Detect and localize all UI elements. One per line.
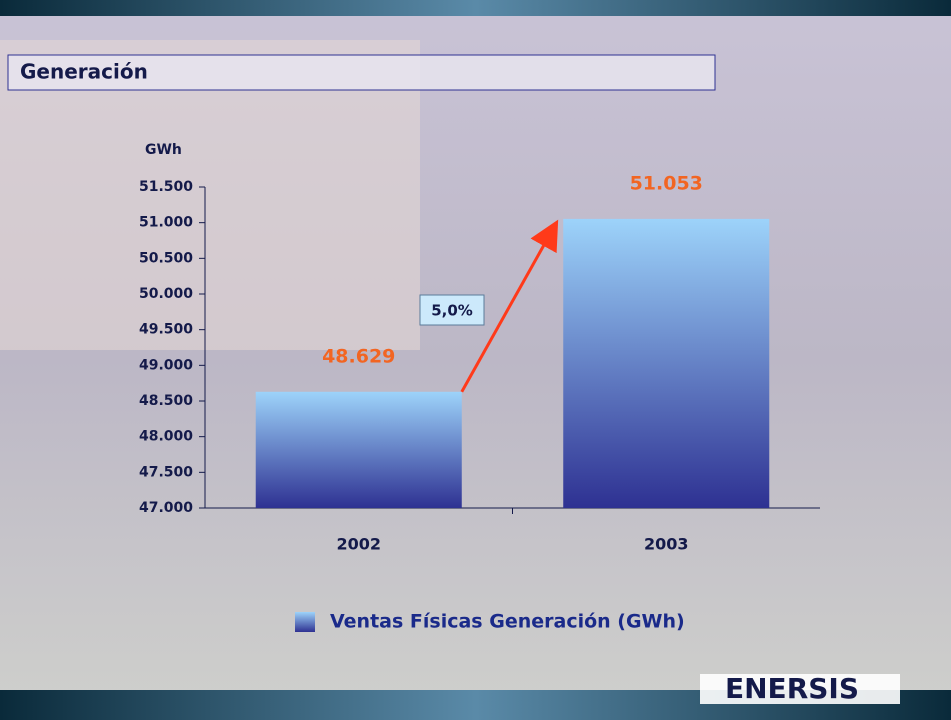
legend-swatch bbox=[295, 612, 315, 632]
chart-title: Generación bbox=[20, 60, 148, 84]
top-bar bbox=[0, 0, 951, 16]
y-tick-label: 47.000 bbox=[139, 500, 193, 516]
photo-area bbox=[0, 40, 420, 350]
logo: ENERSIS bbox=[725, 672, 859, 705]
y-tick-label: 48.500 bbox=[139, 393, 193, 409]
x-tick-label: 2003 bbox=[644, 535, 689, 554]
y-tick-label: 50.500 bbox=[139, 250, 193, 266]
y-axis-label: GWh bbox=[145, 142, 182, 158]
y-tick-label: 48.000 bbox=[139, 429, 193, 445]
growth-arrow bbox=[460, 219, 559, 393]
y-tick-label: 51.000 bbox=[139, 215, 193, 231]
annotation: 5,0% bbox=[431, 302, 473, 320]
logo-bg bbox=[700, 674, 900, 704]
value-label: 51.053 bbox=[630, 172, 703, 194]
title-box bbox=[7, 54, 716, 91]
bar bbox=[255, 391, 462, 508]
legend-label: Ventas Físicas Generación (GWh) bbox=[330, 611, 685, 633]
annotation-box bbox=[419, 294, 485, 326]
y-tick-label: 50.000 bbox=[139, 286, 193, 302]
x-tick-label: 2002 bbox=[336, 535, 381, 554]
y-tick-label: 51.500 bbox=[139, 179, 193, 195]
bar bbox=[563, 218, 770, 509]
y-tick-label: 49.000 bbox=[139, 357, 193, 373]
y-tick-label: 47.500 bbox=[139, 464, 193, 480]
value-label: 48.629 bbox=[322, 345, 395, 367]
y-tick-label: 49.500 bbox=[139, 322, 193, 338]
